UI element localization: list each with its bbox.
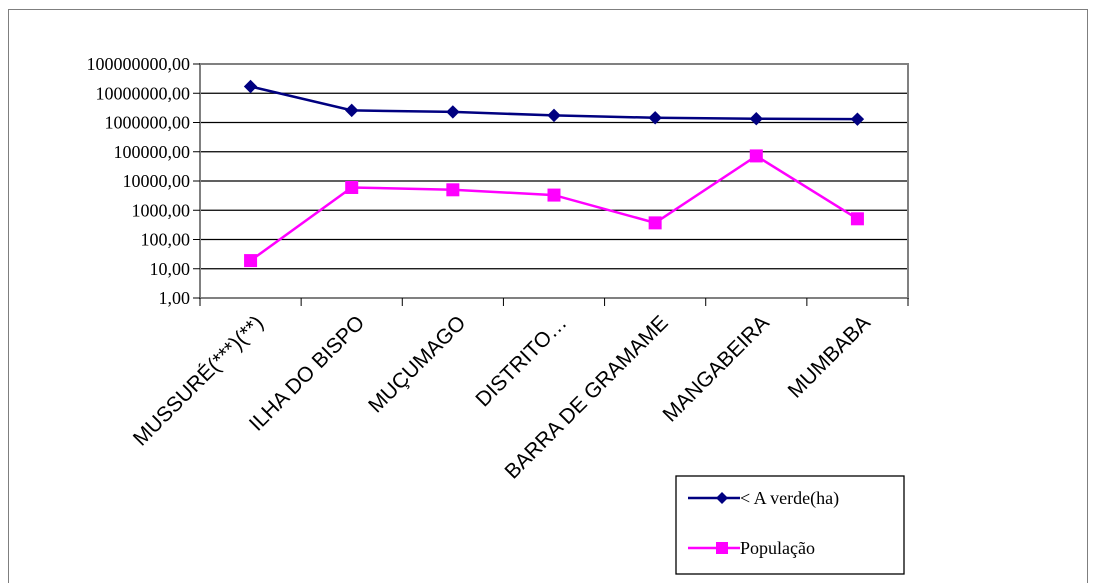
- x-tick-label: MUMBABA: [784, 311, 875, 402]
- y-tick-label: 1,00: [159, 288, 191, 308]
- x-tick-label: MUSSURÉ(***)(**): [129, 311, 268, 450]
- y-tick-label: 1000,00: [132, 200, 191, 220]
- y-tick-label: 10000,00: [123, 171, 191, 191]
- series-line: [249, 154, 859, 262]
- data-point: [648, 216, 662, 230]
- legend-marker: [716, 542, 728, 554]
- series-1: [243, 79, 865, 126]
- data-point: [243, 79, 258, 94]
- series-layer: [243, 79, 865, 268]
- x-tick-label: BARRA DE GRAMAME: [500, 311, 672, 483]
- y-tick-label: 1000000,00: [105, 113, 191, 133]
- data-point: [648, 111, 662, 125]
- legend-box: [675, 475, 905, 575]
- legend-marker: [716, 492, 728, 504]
- legend-item: População: [688, 538, 815, 558]
- legend-label: < A verde(ha): [740, 488, 839, 509]
- data-point: [749, 149, 763, 163]
- data-point: [244, 254, 258, 268]
- data-point: [446, 183, 460, 197]
- data-point: [446, 105, 460, 119]
- series-2: [244, 149, 864, 268]
- legend-item: < A verde(ha): [688, 488, 839, 509]
- data-point: [749, 111, 763, 126]
- legend: < A verde(ha) População: [675, 475, 905, 575]
- y-axis: 1,00 10,00 100,00 1000,00 10000,00 100000,00 1…: [87, 54, 200, 308]
- grid-lines: [200, 92, 908, 270]
- data-point: [345, 180, 359, 194]
- y-tick-label: 100,00: [141, 230, 191, 250]
- x-tick-label: DISTRITO…: [471, 311, 571, 411]
- data-point: [345, 103, 359, 118]
- y-tick-label: 10,00: [150, 259, 191, 279]
- y-tick-label: 100000,00: [114, 142, 191, 162]
- data-point: [850, 112, 865, 126]
- x-tick-label: MUÇUMAGO: [364, 311, 470, 417]
- x-tick-label: MANGABEIRA: [659, 311, 774, 426]
- data-point: [850, 212, 864, 226]
- data-point: [547, 108, 561, 123]
- y-tick-label: 10000000,00: [96, 83, 191, 103]
- y-tick-label: 100000000,00: [87, 54, 191, 74]
- data-point: [547, 188, 561, 202]
- legend-label: População: [740, 538, 815, 558]
